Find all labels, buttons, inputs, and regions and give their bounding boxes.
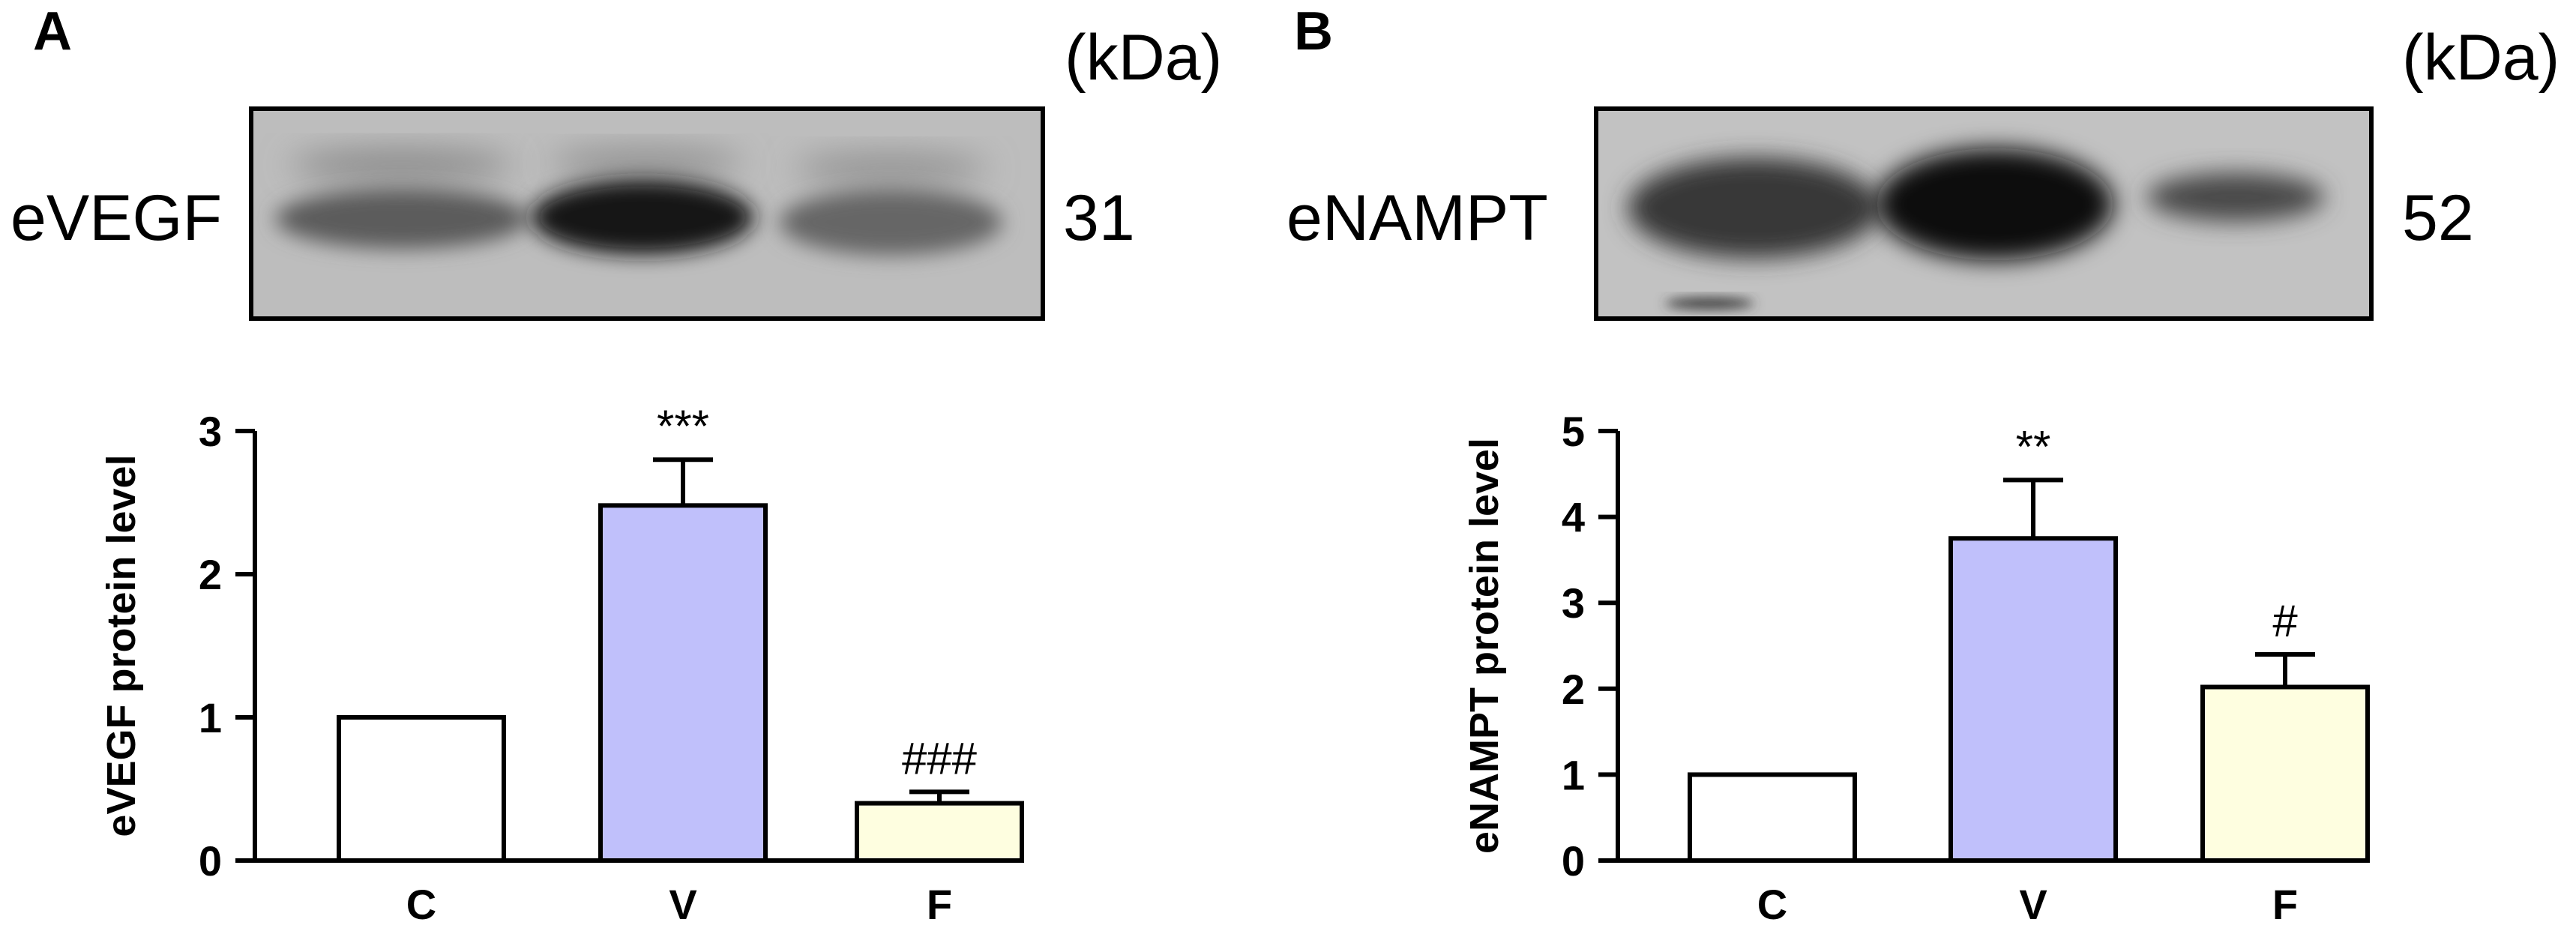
y-tick-label: 5 bbox=[1562, 408, 1585, 455]
y-axis-label: eVEGF protein level bbox=[99, 454, 144, 837]
kda-label: (kDa) bbox=[2402, 22, 2560, 94]
y-tick-label: 2 bbox=[1562, 666, 1585, 713]
y-tick-label: 3 bbox=[199, 408, 222, 455]
bar-C bbox=[337, 715, 506, 863]
kda-label: (kDa) bbox=[1065, 22, 1223, 94]
y-tick-label: 0 bbox=[199, 837, 222, 885]
x-tick-label: V bbox=[669, 881, 696, 928]
bar-chart-a: C *** V ### F 0 1 2 3 eVEGF protein level bbox=[99, 401, 1024, 928]
bar-V bbox=[598, 503, 768, 863]
western-blot-image bbox=[1594, 106, 2374, 321]
x-tick-label: V bbox=[2019, 881, 2047, 928]
plot-area: C *** V ### F 0 1 2 3 eVEGF protein level bbox=[99, 401, 1024, 928]
significance-label: ** bbox=[2016, 421, 2051, 471]
molecular-weight-label: 52 bbox=[2402, 182, 2474, 254]
panel-a: A (kDa) eVEGF 31 C *** V ### F 0 1 2 3 eVEGF prot… bbox=[10, 1, 1223, 928]
x-tick-label: F bbox=[927, 881, 952, 928]
protein-label: eNAMPT bbox=[1287, 182, 1548, 254]
panel-b: B (kDa) eNAMPT 52 C ** V # F 0 1 2 3 4 5 eNAMPT pro… bbox=[1287, 0, 2576, 940]
bar-F bbox=[2200, 684, 2370, 863]
bar-chart-b: C ** V # F 0 1 2 3 4 5 eNAMPT protein level bbox=[1462, 408, 2370, 928]
plot-area: C ** V # F 0 1 2 3 4 5 eNAMPT protein level bbox=[1462, 408, 2370, 928]
y-tick-label: 2 bbox=[199, 551, 222, 598]
y-tick-label: 1 bbox=[199, 694, 222, 741]
x-tick-label: F bbox=[2272, 881, 2298, 928]
significance-label: ### bbox=[902, 733, 978, 783]
y-tick-label: 3 bbox=[1562, 579, 1585, 627]
protein-label: eVEGF bbox=[10, 182, 222, 254]
y-axis-label: eNAMPT protein level bbox=[1462, 438, 1507, 854]
western-blot-image bbox=[249, 106, 1045, 321]
y-tick-label: 1 bbox=[1562, 751, 1585, 798]
x-tick-label: C bbox=[406, 881, 436, 928]
bar-V bbox=[1948, 536, 2118, 863]
bar-F bbox=[855, 801, 1024, 863]
y-tick-label: 4 bbox=[1562, 494, 1585, 541]
panel-letter: B bbox=[1294, 1, 1333, 61]
panel-letter: A bbox=[33, 1, 72, 61]
significance-label: # bbox=[2272, 596, 2298, 646]
molecular-weight-label: 31 bbox=[1063, 182, 1135, 254]
bar-C bbox=[1688, 772, 1857, 864]
y-tick-label: 0 bbox=[1562, 837, 1585, 885]
significance-label: *** bbox=[657, 401, 709, 451]
x-tick-label: C bbox=[1757, 881, 1787, 928]
